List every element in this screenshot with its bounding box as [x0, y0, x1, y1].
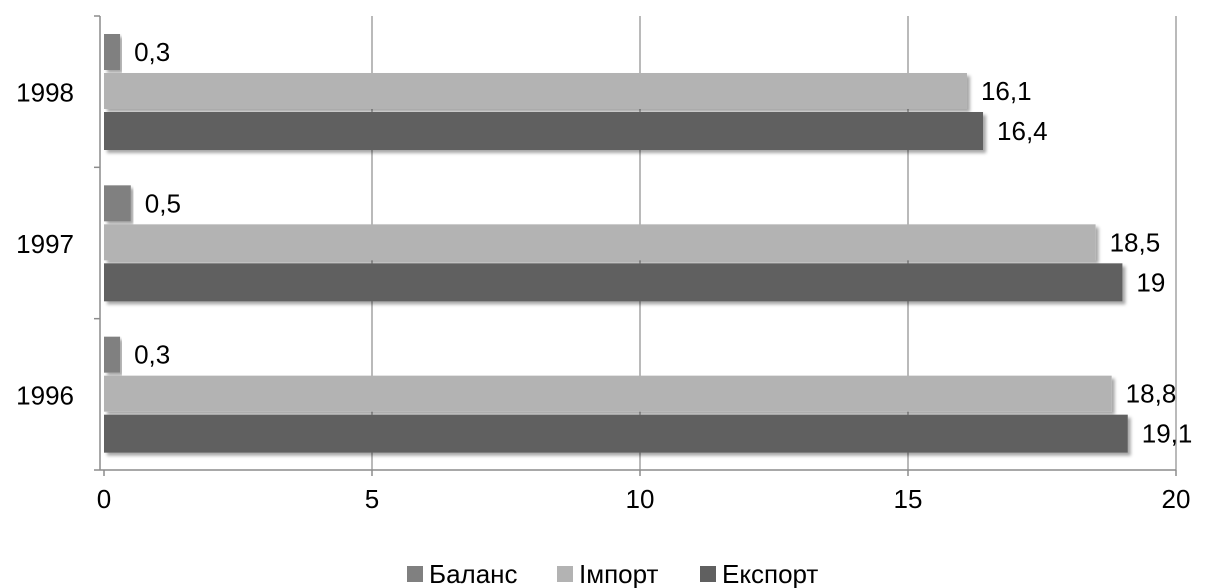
bar-1997-2 [104, 185, 131, 222]
data-label: 16,1 [981, 76, 1032, 106]
bar-1997-1 [104, 224, 1096, 261]
bar-1998-2 [104, 34, 121, 70]
data-label: 18,8 [1126, 379, 1177, 409]
legend-label: Експорт [722, 559, 818, 588]
data-label: 0,3 [134, 37, 170, 67]
data-label: 18,5 [1110, 227, 1161, 257]
y-tick-label: 1998 [16, 78, 74, 108]
data-label: 0,5 [145, 188, 181, 218]
legend-label: Імпорт [579, 559, 659, 588]
legend-swatch [407, 566, 423, 582]
legend: Баланс Імпорт Експорт [407, 559, 818, 588]
bars [104, 34, 1128, 453]
bar-1998-1 [104, 73, 967, 109]
data-label: 16,4 [997, 116, 1048, 146]
data-label: 19,1 [1142, 419, 1193, 449]
tick-labels: 1996 1997 1998 0 5 10 15 20 [16, 78, 1190, 514]
legend-label: Баланс [429, 559, 518, 588]
bar-1998-0 [104, 112, 984, 150]
legend-swatch [557, 566, 573, 582]
data-label: 19 [1136, 267, 1165, 297]
bar-1996-1 [104, 375, 1112, 412]
legend-swatch [700, 566, 716, 582]
y-tick-label: 1996 [16, 380, 74, 410]
bar-1996-2 [104, 336, 121, 373]
bar-1996-0 [104, 414, 1128, 453]
x-tick-label: 5 [365, 484, 379, 514]
x-tick-label: 10 [626, 484, 655, 514]
data-labels: 0,3 18,8 19,1 0,5 18,5 19 0,3 16,1 16,4 [134, 37, 1192, 449]
y-tick-label: 1997 [16, 229, 74, 259]
axes [94, 15, 1177, 476]
bar-1997-0 [104, 263, 1123, 302]
x-tick-label: 15 [894, 484, 923, 514]
x-tick-label: 20 [1162, 484, 1191, 514]
x-tick-label: 0 [97, 484, 111, 514]
data-label: 0,3 [134, 340, 170, 370]
